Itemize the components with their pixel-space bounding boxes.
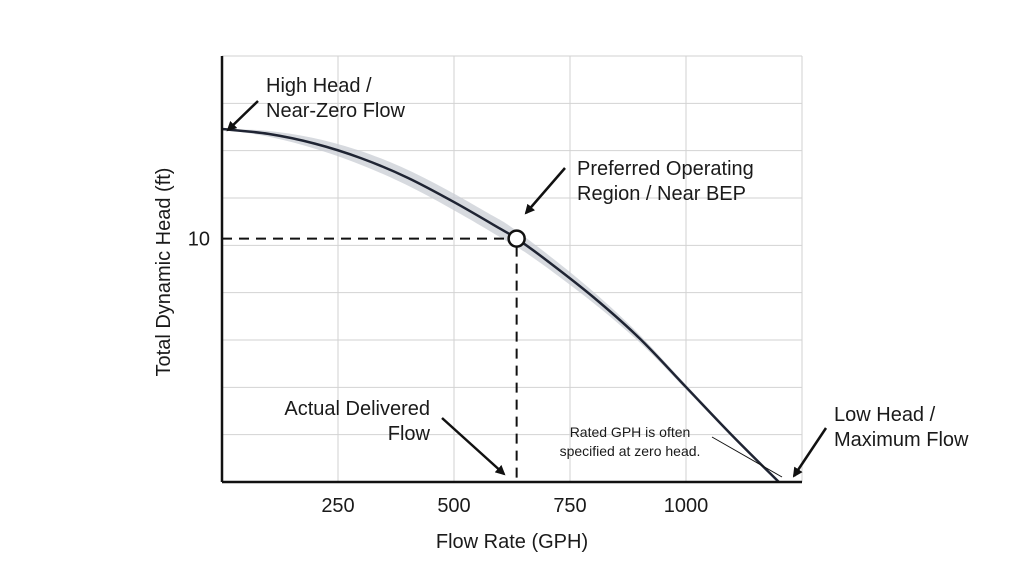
annotation-actual-arrow [441,417,506,476]
annotation-high-head-arrow [226,100,259,132]
x-tick-label: 500 [437,495,470,517]
annotation-low-head-arrow [792,427,828,478]
annotation-preferred-line2: Region / Near BEP [577,183,746,205]
annotation-low-head-line1: Low Head / [834,404,936,426]
operating-point-marker [507,229,526,248]
annotation-rated-leader [711,436,783,478]
annotation-preferred-line1: Preferred Operating [577,158,754,180]
y-tick-labels: 10 [188,229,210,251]
x-tick-label: 250 [321,495,354,517]
x-tick-labels: 250 500 750 1000 [321,495,708,517]
annotation-low-head-line2: Maximum Flow [834,429,969,451]
preferred-operating-band [222,129,779,482]
x-tick-label: 1000 [664,495,709,517]
annotation-high-head-line2: Near-Zero Flow [266,100,405,122]
annotation-actual-line1: Actual Delivered [284,398,430,420]
y-tick-label: 10 [188,229,210,251]
x-tick-label: 750 [553,495,586,517]
y-axis-label: Total Dynamic Head (ft) [153,168,175,377]
x-axis-label: Flow Rate (GPH) [436,531,588,553]
grid-lines [221,55,803,483]
annotation-rated-line1: Rated GPH is often [570,424,691,440]
annotation-rated-line2: specified at zero head. [560,443,701,459]
pump-curve-line [221,127,780,483]
annotation-preferred-arrow [524,167,566,215]
annotation-actual-line2: Flow [388,423,431,445]
annotation-high-head-line1: High Head / [266,75,372,97]
